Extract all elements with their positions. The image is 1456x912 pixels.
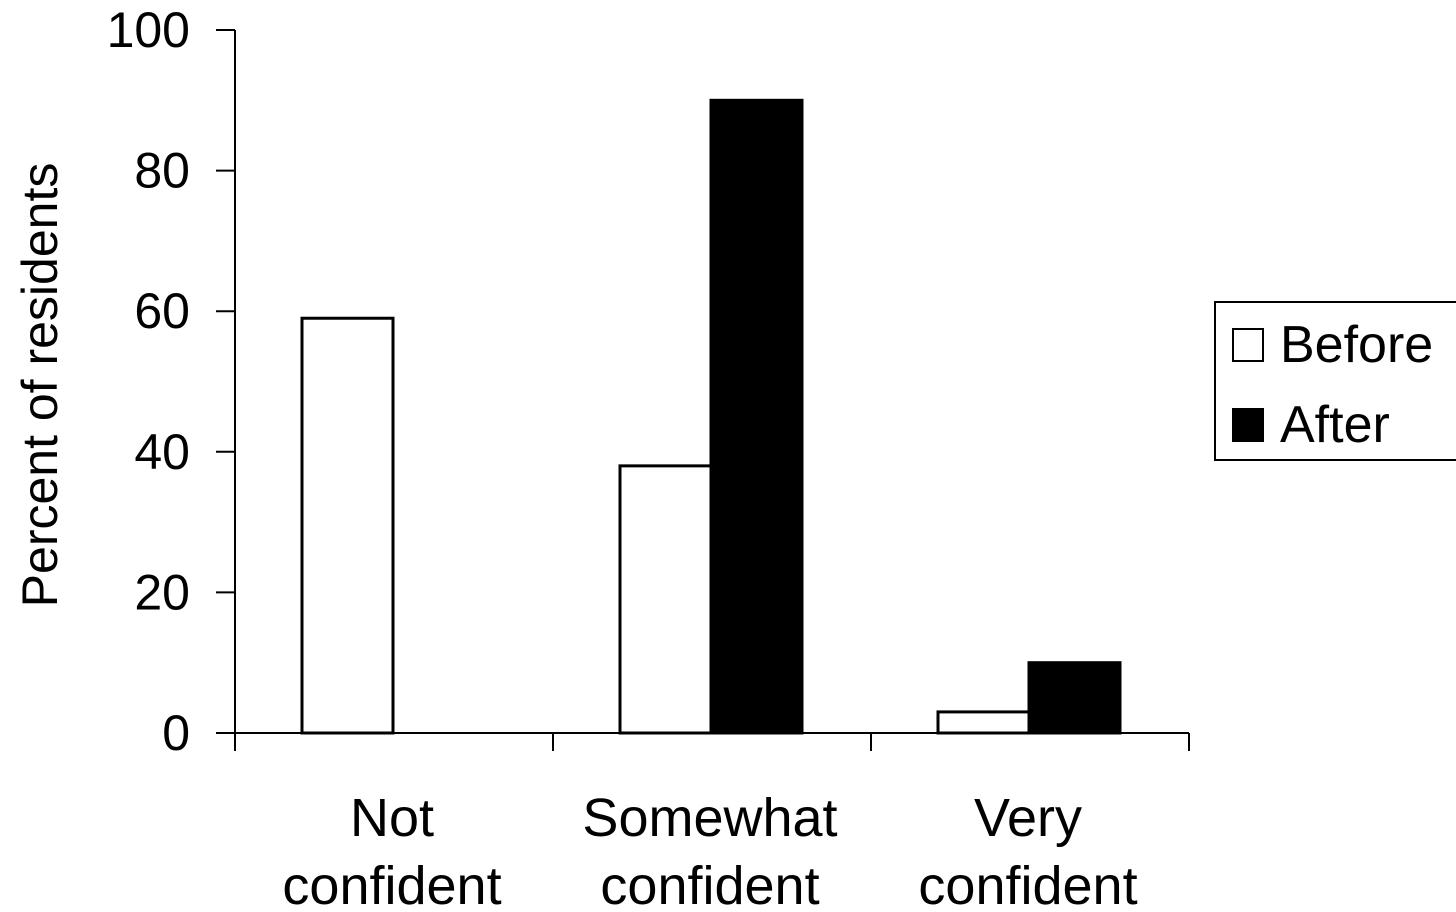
bar-before-0 <box>300 316 395 735</box>
legend-label-before: Before <box>1280 316 1433 374</box>
legend-swatch-after <box>1232 408 1264 442</box>
y-ticks-group: 0 20 40 60 80 100 <box>107 2 235 761</box>
y-tick-label: 60 <box>134 283 190 339</box>
y-tick-label: 0 <box>162 705 190 761</box>
legend: Before After <box>1214 301 1456 461</box>
y-tick-label: 100 <box>107 2 190 58</box>
y-tick-label: 40 <box>134 424 190 480</box>
bars-group <box>300 98 1122 735</box>
category-label: confident <box>600 856 819 912</box>
x-ticks-group <box>234 733 1190 751</box>
y-axis-title: Percent of residents <box>12 163 68 608</box>
bar-before-1 <box>618 464 713 735</box>
category-label: Somewhat <box>582 788 837 848</box>
category-label: Very <box>974 788 1082 848</box>
bar-before-2 <box>936 710 1031 735</box>
bar-after-1 <box>709 98 804 735</box>
legend-swatch-before <box>1232 328 1264 362</box>
bar-after-2 <box>1027 661 1122 735</box>
category-label: confident <box>918 856 1137 912</box>
y-tick-label: 20 <box>134 564 190 620</box>
category-labels-group: Not confident Somewhat confident Very confide… <box>282 788 1137 912</box>
axes-group <box>234 30 1189 734</box>
legend-label-after: After <box>1280 396 1390 454</box>
y-tick-label: 80 <box>134 143 190 199</box>
category-label: confident <box>282 856 501 912</box>
category-label: Not <box>350 788 434 848</box>
